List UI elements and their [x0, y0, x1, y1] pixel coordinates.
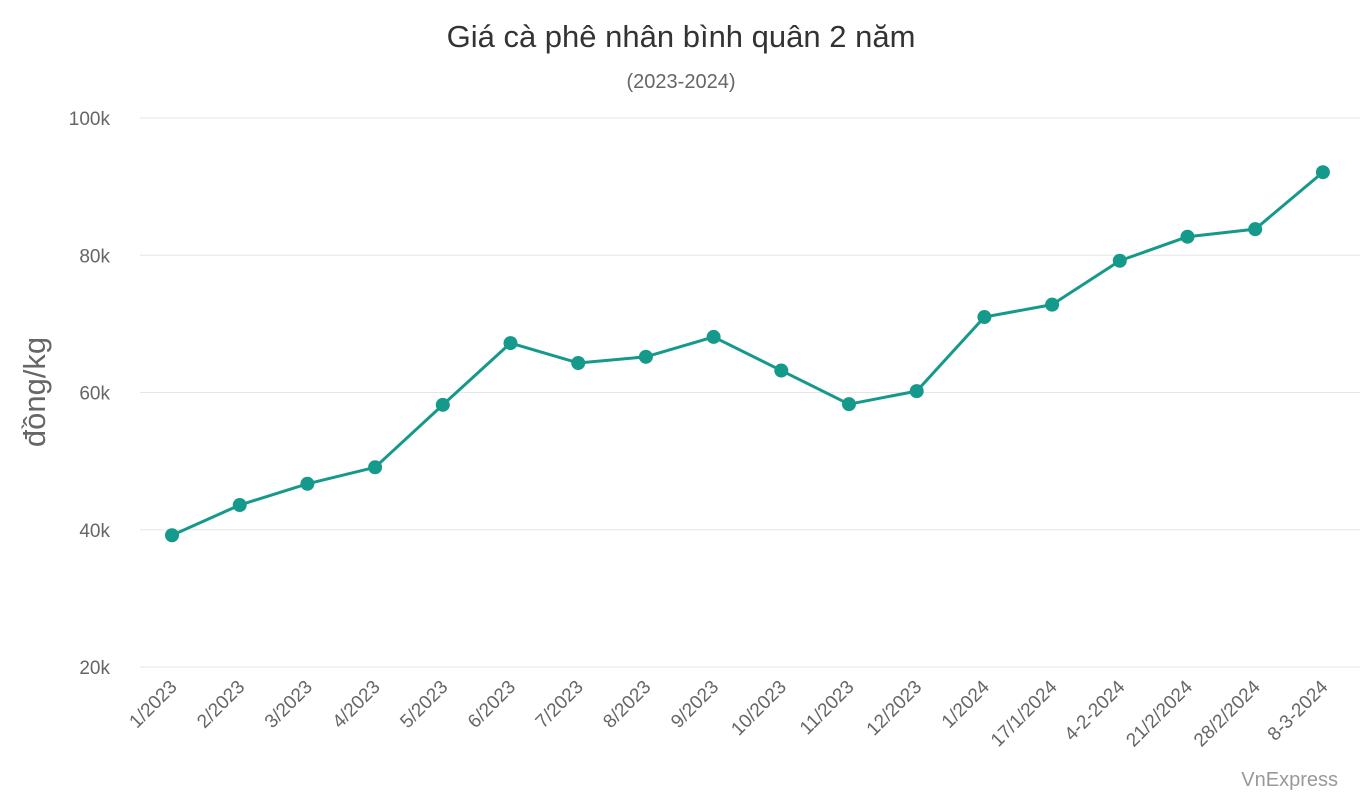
data-point[interactable]	[1248, 222, 1263, 237]
data-point[interactable]	[165, 528, 179, 543]
x-tick-label: 7/2023	[532, 677, 588, 733]
x-tick-label: 1/2023	[126, 677, 182, 733]
x-tick-label: 8/2023	[599, 677, 655, 733]
x-tick-label: 11/2023	[796, 677, 858, 739]
data-point[interactable]	[571, 355, 586, 370]
data-point[interactable]	[842, 397, 856, 412]
data-point[interactable]	[1112, 253, 1127, 268]
source-credit: VnExpress	[1241, 769, 1338, 791]
x-axis-ticks: 1/2023 2/2023 3/2023 4/2023 5/2023 6/2023 7/20…	[126, 676, 1333, 751]
x-tick-label: 3/2023	[261, 677, 317, 733]
series-layer	[165, 165, 1330, 543]
data-point[interactable]	[977, 310, 992, 325]
x-tick-label: 6/2023	[464, 677, 520, 733]
data-point[interactable]	[706, 329, 721, 344]
series-line	[171, 171, 1324, 537]
y-axis-label: đồng/kg	[17, 337, 52, 447]
chart-subtitle: (2023-2024)	[627, 71, 736, 93]
x-tick-label: 9/2023	[667, 677, 723, 733]
y-tick-label: 60k	[79, 384, 110, 405]
y-tick-label: 20k	[79, 658, 110, 679]
data-point[interactable]	[232, 498, 247, 513]
data-point[interactable]	[300, 476, 315, 491]
x-tick-label: 21/2/2024	[1122, 676, 1197, 751]
data-point[interactable]	[368, 460, 383, 475]
y-axis-ticks: 20k 40k 60k 80k 100k	[69, 109, 111, 679]
y-tick-label: 80k	[79, 246, 110, 267]
x-tick-label: 4/2023	[329, 677, 385, 733]
x-tick-label: 5/2023	[396, 677, 452, 733]
x-tick-label: 2/2023	[193, 677, 249, 733]
y-tick-label: 100k	[69, 109, 111, 130]
data-point[interactable]	[435, 397, 450, 412]
x-tick-label: 28/2/2024	[1190, 676, 1265, 751]
data-point[interactable]	[1315, 165, 1330, 180]
y-tick-label: 40k	[79, 521, 110, 542]
data-point[interactable]	[774, 363, 789, 378]
x-tick-label: 4-2-2024	[1061, 676, 1130, 745]
x-tick-label: 8-3-2024	[1264, 676, 1333, 745]
gridlines	[140, 117, 1360, 668]
chart-title: Giá cà phê nhân bình quân 2 năm	[447, 19, 916, 54]
data-point[interactable]	[503, 336, 518, 351]
data-point[interactable]	[1045, 297, 1060, 312]
data-point[interactable]	[638, 349, 653, 364]
x-tick-label: 17/1/2024	[987, 676, 1062, 751]
data-point[interactable]	[1180, 229, 1195, 244]
data-point[interactable]	[909, 384, 924, 399]
x-tick-label: 12/2023	[863, 677, 926, 740]
x-tick-label: 1/2024	[938, 676, 994, 732]
x-tick-label: 10/2023	[727, 677, 790, 740]
